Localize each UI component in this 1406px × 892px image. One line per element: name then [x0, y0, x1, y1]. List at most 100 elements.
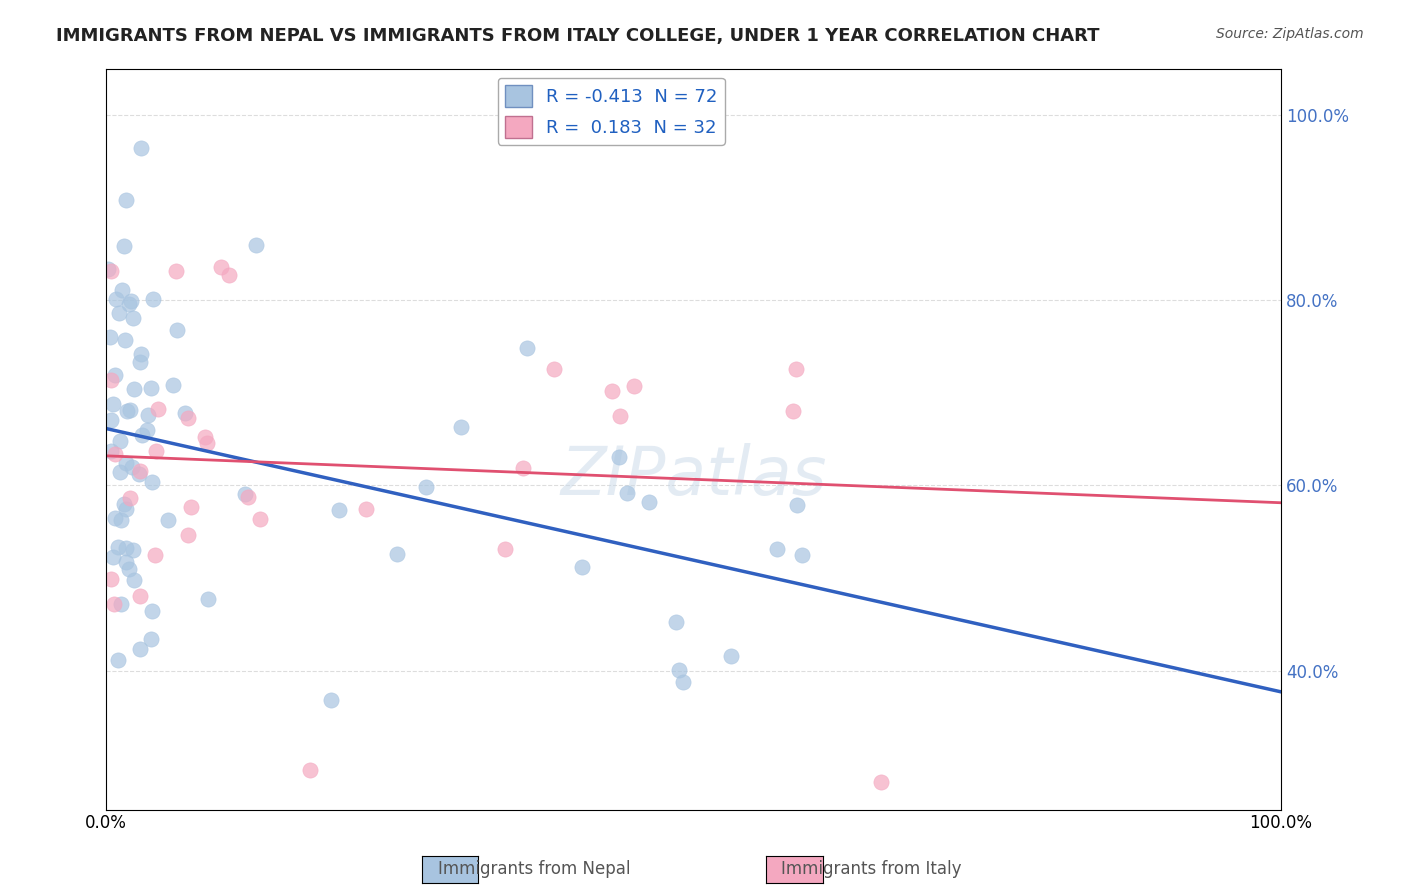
Point: [141, 604, 163, 618]
Point: [321, 693, 343, 707]
Point: [249, 512, 271, 526]
Point: [177, 410, 200, 425]
Point: [668, 663, 690, 677]
Point: [142, 292, 165, 306]
Point: [110, 513, 132, 527]
Point: [121, 460, 143, 475]
Point: [122, 542, 145, 557]
Point: [122, 574, 145, 588]
Point: [512, 460, 534, 475]
Point: [792, 548, 814, 562]
Point: [100, 373, 122, 387]
Text: IMMIGRANTS FROM NEPAL VS IMMIGRANTS FROM ITALY COLLEGE, UNDER 1 YEAR CORRELATION: IMMIGRANTS FROM NEPAL VS IMMIGRANTS FROM…: [56, 27, 1099, 45]
Point: [516, 341, 538, 355]
Point: [156, 513, 179, 527]
Point: [543, 362, 565, 376]
Point: [782, 403, 804, 417]
Text: Immigrants from Italy: Immigrants from Italy: [782, 860, 962, 878]
Point: [197, 591, 219, 606]
Point: [664, 615, 686, 629]
Point: [120, 491, 142, 505]
Point: [785, 362, 807, 376]
Point: [108, 306, 131, 320]
Point: [145, 444, 167, 458]
Point: [298, 764, 321, 778]
Point: [146, 401, 169, 416]
Point: [114, 333, 136, 347]
Point: [136, 408, 159, 422]
Point: [98, 329, 121, 343]
Point: [114, 457, 136, 471]
Point: [174, 405, 197, 419]
Point: [131, 428, 153, 442]
Point: [108, 465, 131, 479]
Point: [115, 555, 138, 569]
Point: [609, 409, 631, 424]
Point: [211, 260, 233, 275]
Point: [623, 378, 645, 392]
Point: [415, 480, 437, 494]
Point: [235, 487, 257, 501]
Point: [114, 541, 136, 555]
Point: [136, 423, 159, 437]
Point: [180, 500, 202, 514]
Text: Source: ZipAtlas.com: Source: ZipAtlas.com: [1216, 27, 1364, 41]
Point: [128, 642, 150, 657]
Point: [108, 434, 131, 449]
Point: [328, 503, 350, 517]
Point: [766, 541, 789, 556]
Point: [104, 368, 127, 382]
Point: [107, 653, 129, 667]
Point: [100, 573, 122, 587]
Point: [128, 355, 150, 369]
Point: [165, 263, 187, 277]
Point: [616, 486, 638, 500]
Point: [638, 494, 661, 508]
Point: [141, 475, 163, 490]
Point: [129, 465, 152, 479]
Point: [354, 501, 377, 516]
Point: [112, 239, 135, 253]
Point: [112, 497, 135, 511]
Point: [114, 502, 136, 516]
Point: [607, 450, 630, 465]
Text: ZIPatlas: ZIPatlas: [561, 443, 827, 509]
Point: [166, 323, 188, 337]
Point: [720, 649, 742, 664]
Point: [107, 541, 129, 555]
Point: [103, 597, 125, 611]
Point: [672, 675, 695, 690]
Point: [177, 528, 200, 542]
Point: [571, 560, 593, 574]
Point: [218, 268, 240, 282]
Point: [111, 284, 134, 298]
Point: [103, 397, 125, 411]
Point: [143, 548, 166, 562]
Point: [124, 383, 146, 397]
Point: [197, 436, 219, 450]
Point: [105, 292, 128, 306]
Point: [385, 547, 408, 561]
Point: [128, 467, 150, 481]
Point: [450, 419, 472, 434]
Point: [129, 589, 152, 603]
Point: [115, 193, 138, 207]
Point: [110, 597, 132, 611]
Point: [122, 310, 145, 325]
Point: [129, 347, 152, 361]
Point: [115, 404, 138, 418]
Point: [786, 499, 808, 513]
Point: [120, 293, 142, 308]
Point: [131, 141, 153, 155]
Point: [236, 490, 259, 504]
Point: [602, 384, 624, 398]
Point: [100, 444, 122, 458]
Point: [245, 238, 267, 252]
Legend: R = -0.413  N = 72, R =  0.183  N = 32: R = -0.413 N = 72, R = 0.183 N = 32: [498, 78, 725, 145]
Point: [139, 632, 162, 647]
Point: [100, 263, 122, 277]
Point: [118, 296, 141, 310]
Point: [869, 774, 891, 789]
Point: [141, 381, 163, 395]
Point: [104, 510, 127, 524]
